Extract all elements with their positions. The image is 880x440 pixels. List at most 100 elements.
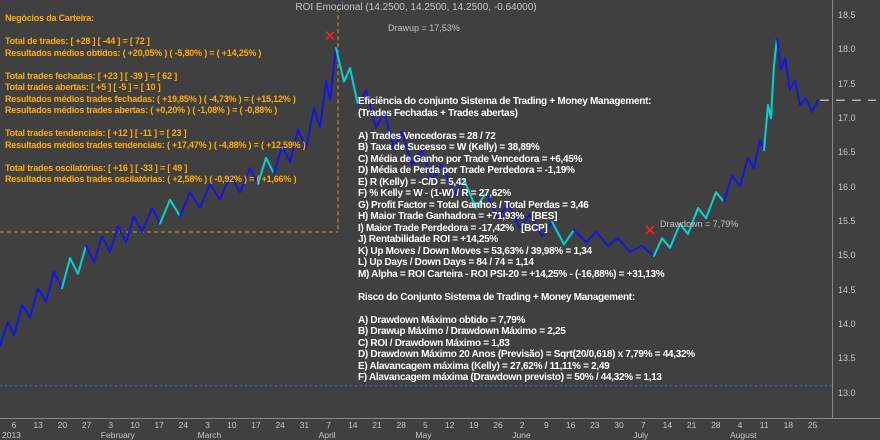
- x-marker-icon[interactable]: [325, 31, 335, 41]
- chart-title: ROI Emocional (14.2500, 14.2500, 14.2500…: [295, 2, 537, 13]
- equity-curve-segment: [573, 228, 655, 257]
- text-line: Negócios da Carteira:: [5, 13, 94, 23]
- text-line: C) ROI / Drawdown Máximo = 1,83: [358, 337, 510, 349]
- text-line: J) Rentabilidade ROI = +14,25%: [358, 234, 498, 245]
- text-line: C) Média de Ganho por Trade Vencedora = …: [358, 153, 583, 165]
- day-tick-label: 24: [275, 420, 285, 430]
- text-line: [5, 117, 306, 129]
- text-line: Eficiência do conjunto Sistema de Tradin…: [358, 96, 652, 107]
- time-axis[interactable]: 2013 6 13 20 27 3 10 17 24 3 10 17 24 31 7 14 21 28 5 12 19…: [0, 418, 880, 440]
- text-line: [5, 59, 306, 71]
- text-line: K) Up Moves / Down Moves = 53,63% / 39,9…: [358, 245, 592, 257]
- drawdown-label: Drawdown = 7,79%: [660, 219, 739, 229]
- text-line: I) Maior Trade Perdedora = -17,42% [BCP]: [358, 222, 548, 234]
- text-line: F) Alavancagem máxima (Drawdown previsto…: [358, 372, 662, 383]
- day-tick-label: 7: [326, 420, 331, 430]
- text-line: Resultados médios obtidos: ( +20,05% ) (…: [5, 47, 262, 58]
- month-label: April: [318, 430, 336, 440]
- price-axis-label: 14.5: [838, 285, 856, 295]
- price-axis-label: 17.5: [838, 79, 856, 89]
- text-line: D) Drawdown Máximo 20 Anos (Previsão) = …: [358, 349, 695, 360]
- day-tick-label: 28: [396, 420, 406, 430]
- year-label: 2013: [2, 430, 21, 440]
- drawup-label: Drawup = 17,53%: [388, 23, 460, 33]
- text-line: M) Alpha = ROI Carteira - ROI PSI-20 = +…: [358, 268, 665, 280]
- text-line: Resultados médios trades abertas: ( +0,2…: [5, 105, 278, 115]
- x-marker-icon[interactable]: [645, 225, 655, 235]
- day-tick-label: 4: [737, 420, 743, 430]
- equity-curve-segment: [776, 36, 819, 113]
- price-axis-label: 13.5: [838, 353, 856, 363]
- efficiency-risk-stats-overlay: Eficiência do conjunto Sistema de Tradin…: [358, 96, 695, 384]
- day-tick-label: 5: [423, 420, 428, 430]
- text-line: [358, 303, 695, 315]
- day-tick-label: 2: [519, 420, 525, 430]
- day-tick-label: 16: [565, 420, 576, 430]
- day-tick-label: 6: [11, 420, 17, 430]
- equity-curve-segment: [763, 36, 778, 152]
- text-line: [5, 25, 306, 37]
- text-line: Resultados médios trades oscilatórias: (…: [5, 174, 297, 184]
- month-label: February: [100, 430, 135, 440]
- text-line: Total de trades: [ +28 ] [ -44 ] = [ 72 …: [5, 36, 150, 46]
- equity-curve-svg: [0, 8, 876, 387]
- month-label: August: [730, 430, 757, 440]
- equity-curve-segment: [485, 191, 553, 238]
- day-tick-label: 3: [108, 420, 114, 430]
- text-line: Total trades fechadas: [ +23 ] [ -39 ] =…: [5, 70, 177, 81]
- price-axis-label: 15.0: [838, 250, 856, 260]
- text-line: Total trades tendenciais: [ +12 ] [ -11 …: [5, 128, 187, 138]
- day-tick-label: 10: [227, 420, 237, 430]
- price-axis-label: 16.0: [838, 182, 856, 192]
- text-line: F) % Kelly = W - (1-W) / R = 27,62%: [358, 188, 511, 199]
- day-tick-label: 17: [154, 420, 164, 430]
- text-line: Risco do Conjunto Sistema de Trading + M…: [358, 291, 635, 303]
- equity-curve-segment: [159, 198, 181, 225]
- text-line: Total trades abertas: [ +5 ] [ -5 ] = [ …: [5, 82, 161, 92]
- day-tick-label: 7: [640, 420, 646, 430]
- day-tick-label: 18: [783, 420, 794, 430]
- text-line: [5, 151, 306, 163]
- day-tick-label: 9: [544, 420, 549, 430]
- price-axis-label: 14.0: [838, 319, 856, 329]
- price-axis-label: 17.0: [838, 113, 856, 123]
- month-label: May: [415, 430, 432, 440]
- text-line: B) Taxa de Sucesso = W (Kelly) = 38,89%: [358, 142, 540, 153]
- text-line: B) Drawup Máximo / Drawdown Máximo = 2,2…: [358, 326, 566, 337]
- price-axis-label: 18.5: [838, 10, 856, 20]
- text-line: H) Maior Trade Ganhadora = +71,93% [BES]: [358, 211, 558, 222]
- day-tick-label: 20: [57, 420, 68, 430]
- day-tick-label: 13: [33, 420, 43, 430]
- day-tick-label: 14: [662, 420, 673, 430]
- day-tick-label: 30: [614, 420, 624, 430]
- equity-curve-segment: [257, 156, 275, 185]
- text-line: [358, 119, 695, 131]
- equity-curve-segment: [61, 244, 87, 290]
- day-tick-label: 21: [686, 420, 697, 430]
- portfolio-stats-overlay: Negócios da Carteira: Total de trades: […: [5, 13, 306, 186]
- text-line: E) Alavancagem máxima (Kelly) = 27,62% /…: [358, 360, 610, 372]
- day-tick-label: 31: [299, 420, 310, 430]
- price-axis-label: 15.5: [838, 216, 856, 226]
- text-line: A) Drawdown Máximo obtido = 7,79%: [358, 314, 526, 326]
- day-tick-label: 21: [372, 420, 382, 430]
- equity-curve-segment: [357, 88, 465, 196]
- month-label: June: [512, 430, 531, 440]
- day-tick-label: 19: [469, 420, 479, 430]
- day-tick-label: 27: [81, 420, 92, 430]
- equity-curve-segment: [551, 220, 575, 246]
- equity-curve-segment: [723, 139, 765, 203]
- equity-curve-segment: [463, 178, 487, 209]
- price-axis[interactable]: 18.5 18.0 17.5 17.0 16.5 16.0 15.5 15.0 14.5 14.0…: [832, 0, 880, 418]
- day-tick-label: 26: [493, 420, 503, 430]
- day-tick-label: 17: [251, 420, 261, 430]
- price-axis-label: 18.0: [838, 44, 856, 54]
- day-tick-label: 25: [807, 420, 818, 430]
- text-line: Resultados médios trades fechadas: ( +19…: [5, 93, 296, 104]
- equity-curve-segment: [85, 207, 161, 264]
- text-line: E) R (Kelly) = -C/D = 5,42: [358, 176, 467, 188]
- text-line: A) Trades Vencedoras = 28 / 72: [358, 130, 496, 142]
- equity-curve-segment: [335, 47, 359, 106]
- day-tick-label: 14: [348, 420, 358, 430]
- day-tick-label: 24: [178, 420, 189, 430]
